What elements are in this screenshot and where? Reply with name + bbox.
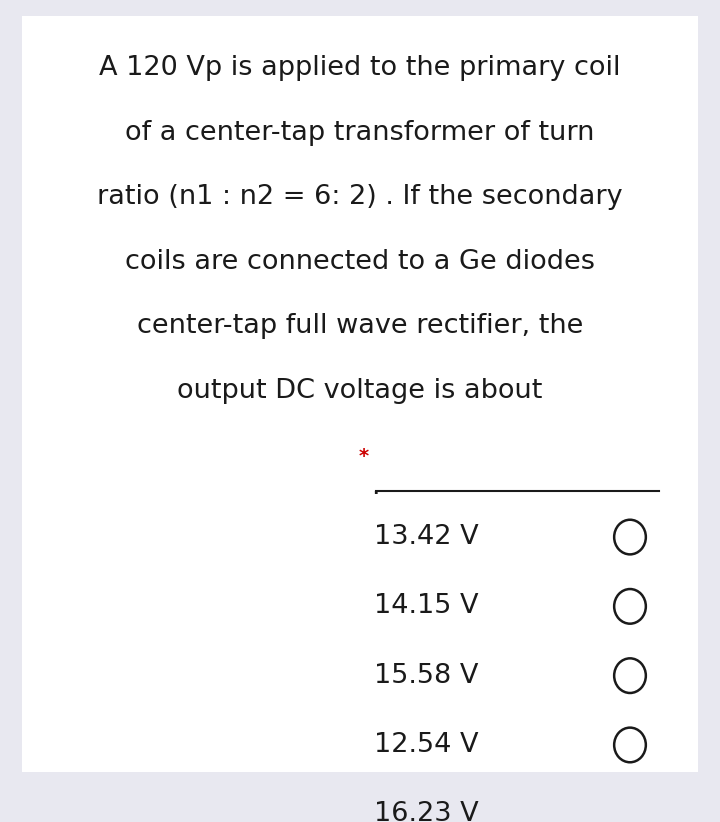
- Text: 14.15 V: 14.15 V: [374, 593, 479, 619]
- Text: .: .: [372, 474, 380, 500]
- Text: 15.58 V: 15.58 V: [374, 663, 479, 689]
- Text: output DC voltage is about: output DC voltage is about: [177, 378, 543, 404]
- Text: 13.42 V: 13.42 V: [374, 524, 479, 550]
- Text: center-tap full wave rectifier, the: center-tap full wave rectifier, the: [137, 313, 583, 339]
- Text: 16.23 V: 16.23 V: [374, 801, 479, 822]
- FancyBboxPatch shape: [22, 16, 698, 772]
- Text: ratio (n1 : n2 = 6: 2) . If the secondary: ratio (n1 : n2 = 6: 2) . If the secondar…: [97, 184, 623, 210]
- Text: 12.54 V: 12.54 V: [374, 732, 479, 758]
- Text: of a center-tap transformer of turn: of a center-tap transformer of turn: [125, 120, 595, 145]
- Text: *: *: [359, 446, 369, 465]
- Text: A 120 Vp is applied to the primary coil: A 120 Vp is applied to the primary coil: [99, 55, 621, 81]
- Text: coils are connected to a Ge diodes: coils are connected to a Ge diodes: [125, 249, 595, 275]
